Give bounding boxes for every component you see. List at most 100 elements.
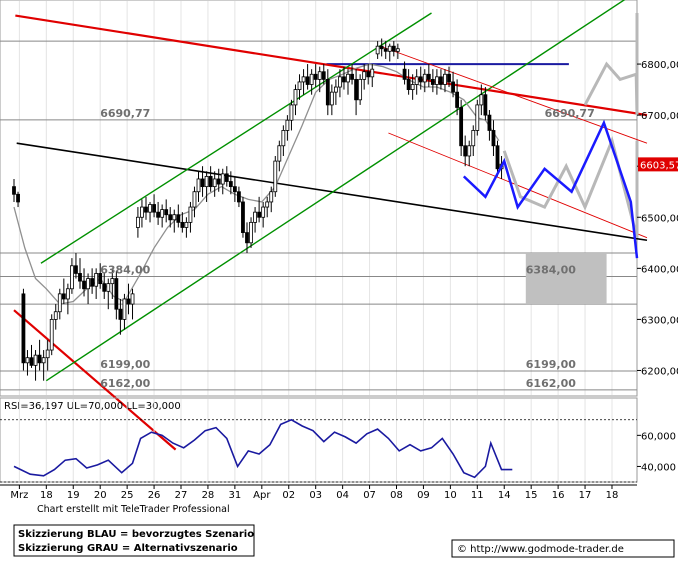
candle [70,258,74,294]
candle [483,87,488,121]
candle [212,171,217,197]
candle [49,314,54,356]
candle [241,196,245,238]
candle-body [406,78,411,90]
candle [273,155,278,197]
candle-body [447,73,451,83]
candle-body [224,173,229,182]
candle-body [241,201,245,233]
candle [74,253,78,279]
candle-body [45,349,50,359]
candle-body [237,191,241,203]
candle-body [354,78,358,101]
candle [78,258,82,289]
candle-body [475,104,480,131]
candle [434,69,439,95]
candle [196,171,201,202]
y-tick-label: 6400,00 [641,264,678,275]
candle-body [86,278,90,290]
candle-body [130,293,135,305]
candle [387,43,392,62]
x-tick-label: 09 [417,490,430,501]
candle-body [253,211,257,223]
candle-body [265,201,270,208]
candle-body [65,288,70,300]
x-tick-label: 07 [363,490,376,501]
candle [379,38,384,57]
candle [53,304,58,330]
candle-body [395,48,400,52]
candle-body [391,45,396,52]
candle-body [313,73,318,80]
candle [317,66,322,93]
candle [491,120,496,156]
candle [366,64,371,85]
candle-body [305,76,310,85]
candle [301,69,306,95]
candle [144,196,148,220]
candle-body [362,71,367,80]
candle-body [375,45,380,55]
candle-body [487,114,492,131]
candle-body [414,76,419,85]
candle [192,186,197,218]
candle-body [106,283,111,292]
candle [140,199,144,228]
trend-line [15,14,648,117]
candle [346,69,350,95]
last-price-tag [638,157,678,172]
candle-body [37,354,42,364]
trend-line [40,12,432,264]
candle-body [102,283,107,292]
y-tick-label: 6800,00 [641,60,678,71]
candle-body [426,73,431,80]
candle-body [301,76,306,83]
candle-body [29,357,34,366]
x-tick-label: 04 [336,490,349,501]
footer-legend-grey: Skizzierung GRAU = Alternativszenario [18,543,238,554]
candle-body [387,45,392,52]
candle [402,61,407,85]
candle [297,74,302,100]
candle [94,268,99,299]
candle [406,69,411,95]
x-tick-label: 19 [67,490,80,501]
candle [45,339,50,371]
candle-body [156,211,161,218]
candle [370,64,375,88]
candle [257,196,262,223]
footer-website-link[interactable]: © http://www.godmode-trader.de [457,544,624,555]
candle-body [350,73,354,80]
candle-body [370,68,375,78]
rsi-label: RSI=36,197 UL=70,000 LL=30,000 [4,401,181,412]
grey-scenario-line [502,135,639,239]
candle [358,74,363,105]
candle-body [212,178,217,188]
candle-body [82,280,86,290]
candle [90,268,95,294]
candle-body [220,173,225,185]
x-tick-label: 14 [498,490,511,501]
candle-body [471,130,476,147]
candle [325,69,330,116]
candle-body [53,311,58,320]
candle [333,79,338,105]
trend-line [13,309,177,451]
candle [451,71,455,98]
candle-body [285,119,290,131]
candle-body [245,232,249,244]
candle [126,283,131,315]
candle-body [434,76,439,85]
candle [156,201,161,225]
candle-body [176,214,181,223]
candle [228,171,233,195]
candle-body [455,91,460,108]
candle-body [383,48,388,52]
candle-body [168,214,173,221]
candle-body [325,78,330,106]
x-tick-label: 28 [202,490,215,501]
candle-body [192,191,197,208]
candle [106,278,111,310]
candle [122,293,127,330]
